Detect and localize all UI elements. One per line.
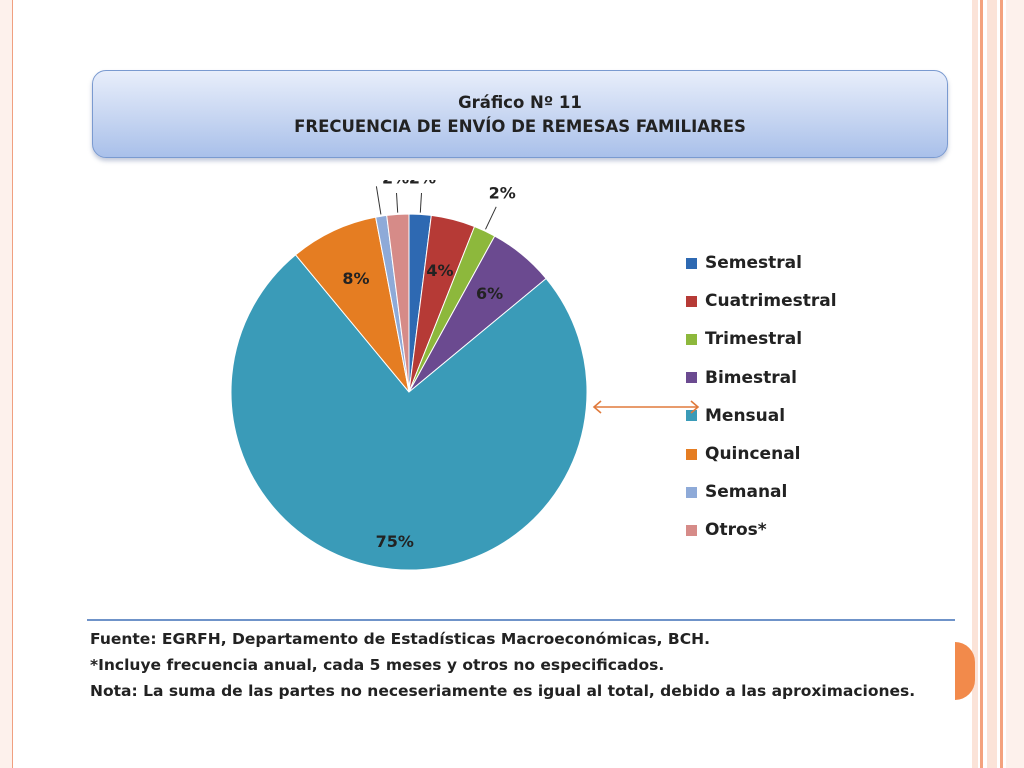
legend-swatch bbox=[686, 372, 697, 384]
legend-item-trimestral: Trimestral bbox=[686, 320, 837, 358]
pie-data-label-trimestral: 2% bbox=[489, 183, 516, 202]
legend-swatch bbox=[686, 295, 697, 307]
legend-swatch bbox=[686, 486, 697, 498]
footer-divider bbox=[87, 619, 955, 621]
legend-label: Trimestral bbox=[705, 329, 803, 350]
legend-label: Bimestral bbox=[705, 367, 797, 388]
pie-slice-mensual bbox=[230, 254, 588, 571]
footer-notes: Fuente: EGRFH, Departamento de Estadísti… bbox=[90, 626, 970, 704]
legend-swatch bbox=[686, 448, 697, 460]
footer-footnote: *Incluye frecuencia anual, cada 5 meses … bbox=[90, 656, 665, 674]
chart-title-box: Gráfico Nº 11 FRECUENCIA DE ENVÍO DE REM… bbox=[92, 70, 948, 158]
legend-label: Otros* bbox=[705, 520, 767, 541]
slide-decoration-tab bbox=[955, 642, 975, 700]
pie-data-label-mensual: 75% bbox=[376, 532, 414, 551]
legend-item-cuatrimestral: Cuatrimestral bbox=[686, 282, 837, 320]
legend-label: Semestral bbox=[705, 253, 802, 274]
mensual-double-arrow bbox=[592, 400, 700, 414]
pie-data-label-otros: 2% bbox=[382, 180, 409, 187]
legend-item-otros: Otros* bbox=[686, 511, 837, 549]
legend-item-mensual: Mensual bbox=[686, 397, 837, 435]
pie-data-label-quincenal: 8% bbox=[342, 269, 369, 288]
legend-label: Semanal bbox=[705, 482, 788, 503]
pie-chart: 2%4%2%6%75%8%1%2% bbox=[230, 180, 588, 571]
chart-legend: Semestral Cuatrimestral Trimestral Bimestra… bbox=[686, 244, 837, 550]
chart-title-number: Gráfico Nº 11 bbox=[458, 93, 582, 112]
legend-label: Quincenal bbox=[705, 444, 801, 465]
pie-leader-line-trimestral bbox=[485, 206, 497, 230]
legend-item-semestral: Semestral bbox=[686, 244, 837, 282]
pie-leader-line-otros bbox=[396, 192, 399, 213]
legend-swatch bbox=[686, 257, 697, 269]
footer-source: Fuente: EGRFH, Departamento de Estadísti… bbox=[90, 630, 710, 648]
legend-swatch bbox=[686, 333, 697, 345]
legend-item-bimestral: Bimestral bbox=[686, 359, 837, 397]
legend-swatch bbox=[686, 524, 697, 536]
pie-leader-line-semanal bbox=[375, 186, 382, 215]
pie-data-label-semestral: 2% bbox=[409, 180, 436, 187]
slide-frame-right bbox=[972, 0, 1024, 768]
legend-item-semanal: Semanal bbox=[686, 473, 837, 511]
chart-title-text: FRECUENCIA DE ENVÍO DE REMESAS FAMILIARE… bbox=[294, 117, 746, 136]
pie-leader-line-semestral bbox=[419, 192, 422, 213]
slide-frame-left bbox=[0, 0, 13, 768]
legend-swatch bbox=[686, 410, 697, 422]
legend-label: Mensual bbox=[705, 405, 786, 426]
pie-data-label-cuatrimestral: 4% bbox=[426, 261, 453, 280]
legend-item-quincenal: Quincenal bbox=[686, 435, 837, 473]
pie-slice-otros bbox=[386, 213, 410, 393]
legend-label: Cuatrimestral bbox=[705, 291, 837, 312]
footer-note: Nota: La suma de las partes no neceseria… bbox=[90, 682, 916, 700]
pie-data-label-semanal: 1% bbox=[361, 180, 388, 181]
pie-data-label-bimestral: 6% bbox=[476, 284, 503, 303]
pie-slice-quincenal bbox=[294, 216, 410, 393]
